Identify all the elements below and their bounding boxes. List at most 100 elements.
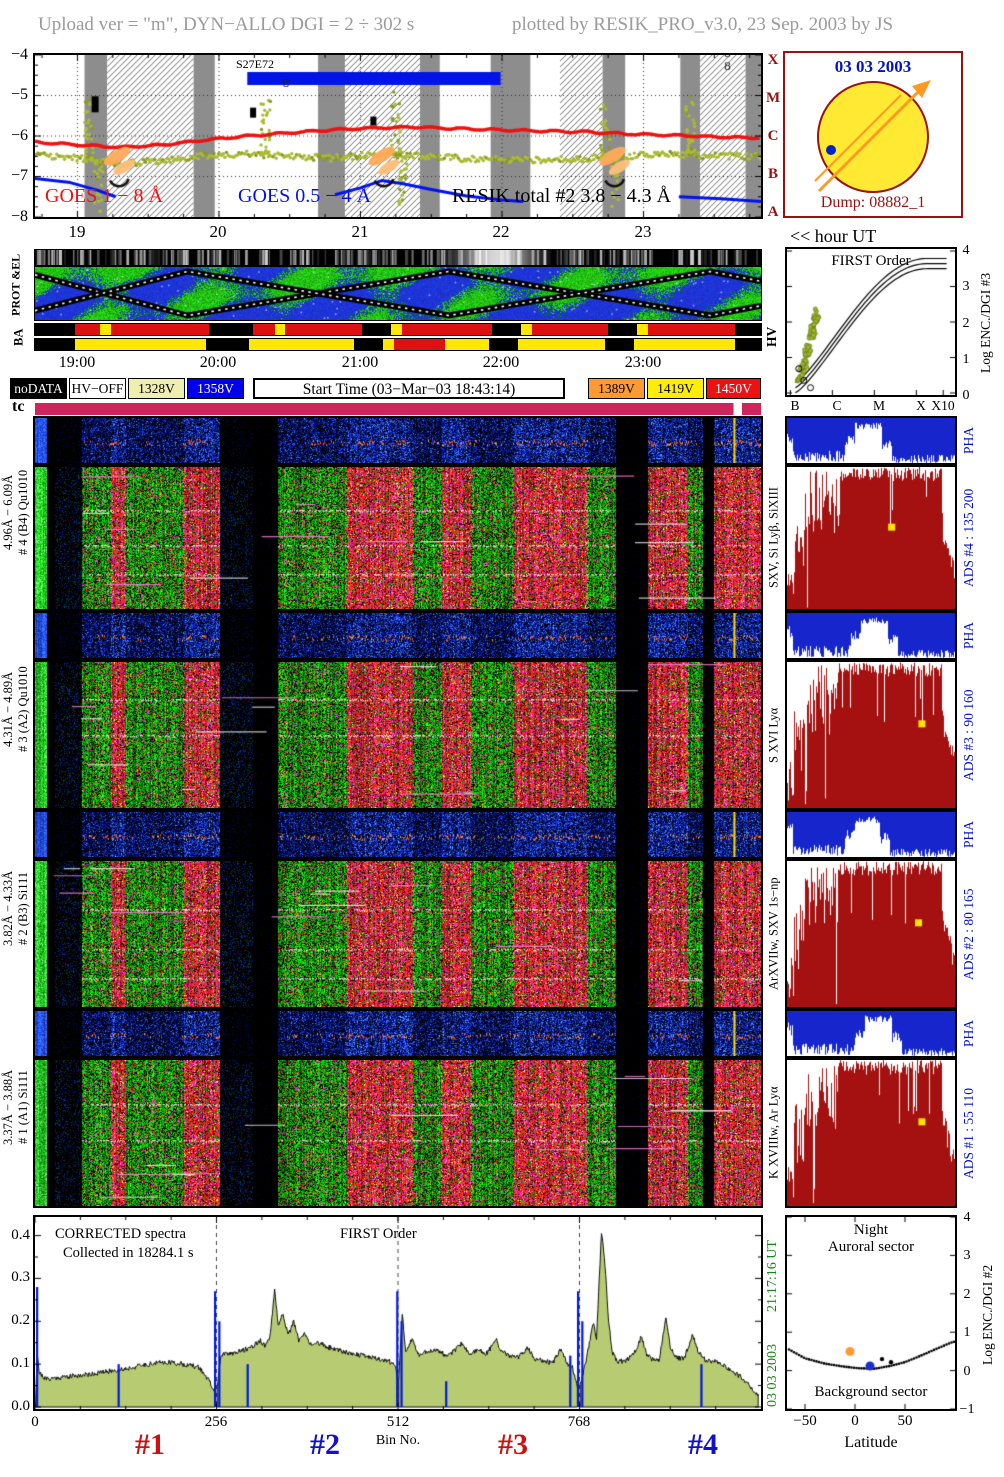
latitude-axis-label: Latitude [844, 1434, 898, 1451]
header-left: Upload ver = "m", DYN−ALLO DGI = 2 ÷ 302… [38, 14, 415, 35]
goes-ytick: −7 [10, 167, 28, 184]
sun-date: 03 03 2003 [834, 57, 912, 76]
ch4-crystal-label: # 4 (B4) Qu1010 [16, 469, 30, 556]
latitude-background-plot [785, 1215, 957, 1411]
lat-right-axis-label: Log ENC./DGI #2 [980, 1264, 995, 1366]
ba-label: BA [11, 328, 26, 346]
ch1-crystal-label: # 1 (A1) Si111 [16, 1070, 30, 1145]
ba-segment [521, 324, 533, 335]
legend-1358v: 1358V [187, 378, 244, 399]
goes-xtick: 22 [492, 222, 510, 241]
spectra-note-2: Collected in 18284.1 s [63, 1245, 194, 1261]
spec-ytick: 0.1 [11, 1355, 30, 1371]
side-date-label: 03 03 2003 [765, 1344, 780, 1408]
spectra-note-1: CORRECTED spectra [55, 1226, 186, 1242]
lat-rtick: 2 [963, 1287, 971, 1302]
time-tick: 20:00 [199, 354, 237, 371]
ba-segment [390, 324, 402, 335]
ch4-spectrogram [33, 465, 763, 611]
ch3-ads-label: ADS #3 : 90 160 [961, 689, 976, 781]
arrowhead [912, 80, 931, 98]
ba-segment [35, 339, 75, 350]
ba-segment [209, 324, 253, 335]
background-sector-label: Background sector [814, 1384, 928, 1400]
hour-ut-label: << hour UT [790, 226, 877, 246]
spec-ytick: 0.3 [11, 1269, 30, 1285]
goes-xtick: 19 [68, 222, 86, 241]
spec-xtick: 0 [31, 1414, 39, 1430]
lat-rtick: 1 [963, 1325, 971, 1340]
legend-nodata: noDATA [10, 378, 67, 399]
ch3-crystal-label: # 3 (A2) Qu1010 [16, 666, 30, 753]
night-label: Night [853, 1222, 889, 1238]
lat-xtick: 0 [851, 1413, 859, 1429]
spectra-note-3: FIRST Order [340, 1226, 417, 1242]
ch2-pha-histogram [785, 810, 957, 859]
bin-no-label: Bin No. [375, 1433, 421, 1448]
goes-flux-plot [33, 53, 763, 219]
first-order-response-plot [785, 247, 957, 397]
ch3-line-ids: S XVI Lyα [766, 707, 781, 763]
start-time-box: Start Time (03−Mar−03 18:43:14) [253, 378, 565, 399]
goes-ytick: −4 [10, 46, 28, 63]
ch2-pha-spectrogram [33, 810, 763, 859]
ch3-pha-label: PHA [961, 622, 976, 650]
side-time-label: 21:17:16 UT [765, 1240, 780, 1312]
fo-xtick-b: B [790, 398, 800, 413]
ch4-ads-label: ADS #4 : 135 200 [961, 488, 976, 588]
channel-tag-2: #2 [310, 1428, 340, 1461]
dump-label: Dump: 08882_1 [820, 194, 926, 211]
time-tick: 19:00 [58, 354, 96, 371]
ch2-spectrogram [33, 859, 763, 1009]
rotation-axis-arrow [817, 87, 923, 193]
ba-segment [383, 339, 395, 350]
legend-hv-off: HV−OFF [69, 378, 126, 399]
ba-segment [735, 339, 761, 350]
lat-rtick: 3 [963, 1248, 971, 1263]
prot-grayscale-strip [34, 249, 762, 266]
lat-xtick: −50 [793, 1413, 817, 1429]
ba-segment [35, 324, 75, 335]
spec-ytick: 0.0 [11, 1398, 30, 1414]
ch4-pha-label: PHA [961, 427, 976, 455]
goes-class-m: M [766, 90, 781, 106]
ch3-spectrogram [33, 660, 763, 810]
ch2-ads-label: ADS #2 : 80 165 [961, 888, 976, 980]
ch2-line-ids: ArXVIIw, SXV 1s−np [766, 877, 781, 991]
ch3-pha-histogram [785, 611, 957, 660]
ba-segment [111, 324, 210, 335]
channel-tag-3: #3 [498, 1428, 528, 1461]
ba-segment [735, 324, 761, 335]
spec-ytick: 0.4 [11, 1227, 30, 1243]
fo-rtick: 1 [962, 352, 970, 367]
ba-segment [488, 339, 518, 350]
goes-05-4-label: GOES 0.5 − 4 Å [238, 185, 371, 207]
goes-class-c: C [767, 128, 779, 144]
ba-segment [205, 339, 250, 350]
ba-segment [637, 324, 649, 335]
ba-segment [608, 324, 638, 335]
ba-segment [361, 324, 391, 335]
legend-1328v: 1328V [128, 378, 185, 399]
header-right: plotted by RESIK_PRO_v3.0, 23 Sep. 2003 … [512, 14, 894, 35]
goes-class-a: A [767, 204, 779, 220]
ch4-wavelength-range: 4.96Å − 6.09Å [1, 474, 15, 551]
tc-label: tc [12, 398, 25, 415]
fo-xtick-m: M [872, 398, 885, 413]
sun-disk-panel: 03 03 2003 Dump: 08882_1 [783, 51, 963, 218]
goes-ytick: −6 [10, 127, 28, 144]
time-tick: 21:00 [341, 354, 379, 371]
ch2-crystal-label: # 2 (B3) Si111 [16, 871, 30, 946]
ba-segment [285, 324, 362, 335]
spec-xtick: 768 [567, 1414, 591, 1430]
ch3-pha-spectrogram [33, 611, 763, 660]
fo-xtick-x: X [916, 398, 926, 413]
ch4-pha-spectrogram [33, 416, 763, 465]
ch1-pha-spectrogram [33, 1009, 763, 1058]
fo-rtick: 3 [962, 279, 970, 294]
hv-label: HV [764, 326, 779, 347]
ch1-pha-histogram [785, 1009, 957, 1058]
ch1-line-ids: K XVIIIw, Ar Lyα [766, 1086, 781, 1180]
ch2-wavelength-range: 3.82Å − 4.33Å [1, 870, 15, 947]
first-order-title: FIRST Order [831, 253, 911, 269]
